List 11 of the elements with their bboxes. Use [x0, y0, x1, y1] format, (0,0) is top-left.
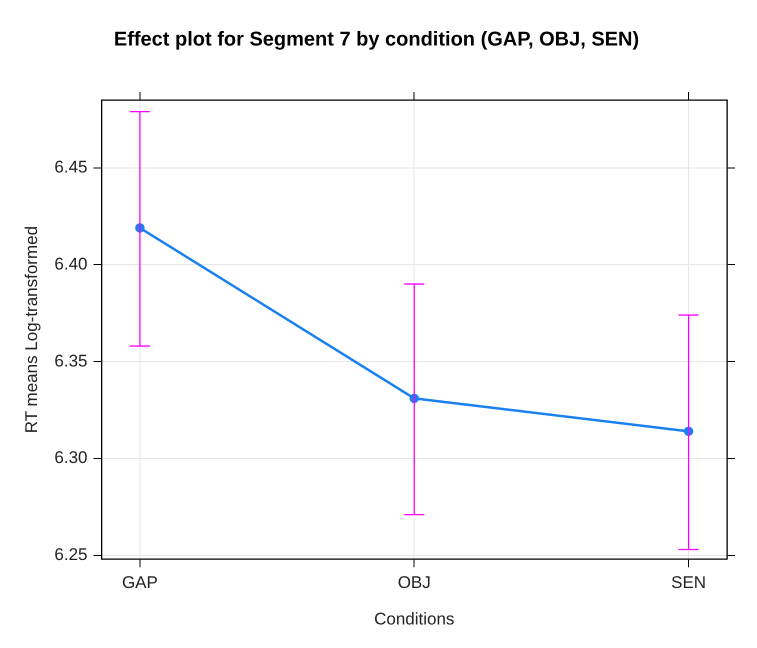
- y-tick-label: 6.40: [54, 254, 88, 274]
- y-tick-label: 6.35: [54, 351, 88, 370]
- chart-title: Effect plot for Segment 7 by condition (GAP, OBJ, SEN): [114, 28, 640, 51]
- y-tick-label: 6.30: [54, 448, 88, 468]
- x-axis-title: Conditions: [374, 609, 454, 628]
- y-tick-label: 6.45: [54, 158, 88, 176]
- y-tick-label: 6.25: [54, 545, 88, 564]
- x-tick-label: GAP: [122, 573, 158, 592]
- x-tick-label: OBJ: [398, 573, 431, 592]
- x-tick-label: SEN: [671, 573, 706, 592]
- y-axis-title: RT means Log-transformed: [22, 226, 41, 434]
